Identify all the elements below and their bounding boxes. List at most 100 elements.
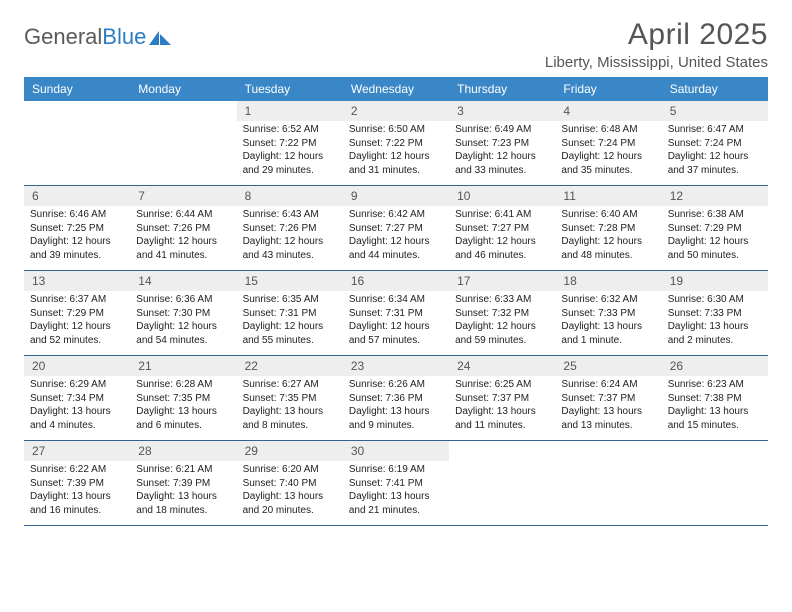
day-cell: 29Sunrise: 6:20 AMSunset: 7:40 PMDayligh… [237,441,343,525]
sunset-line: Sunset: 7:32 PM [455,307,549,321]
day-number: 4 [555,101,661,121]
day-cell: 14Sunrise: 6:36 AMSunset: 7:30 PMDayligh… [130,271,236,355]
daylight-line: Daylight: 12 hours and 43 minutes. [243,235,337,262]
sunset-line: Sunset: 7:31 PM [349,307,443,321]
daylight-line: Daylight: 13 hours and 8 minutes. [243,405,337,432]
sunset-line: Sunset: 7:27 PM [455,222,549,236]
day-info: Sunrise: 6:47 AMSunset: 7:24 PMDaylight:… [662,123,768,177]
day-number: 29 [237,441,343,461]
sunrise-line: Sunrise: 6:40 AM [561,208,655,222]
sunrise-line: Sunrise: 6:27 AM [243,378,337,392]
sunset-line: Sunset: 7:38 PM [668,392,762,406]
day-cell: 28Sunrise: 6:21 AMSunset: 7:39 PMDayligh… [130,441,236,525]
day-number: 15 [237,271,343,291]
sunrise-line: Sunrise: 6:32 AM [561,293,655,307]
sunset-line: Sunset: 7:36 PM [349,392,443,406]
day-cell: 19Sunrise: 6:30 AMSunset: 7:33 PMDayligh… [662,271,768,355]
sunrise-line: Sunrise: 6:34 AM [349,293,443,307]
week-row: 20Sunrise: 6:29 AMSunset: 7:34 PMDayligh… [24,356,768,441]
daylight-line: Daylight: 12 hours and 50 minutes. [668,235,762,262]
header: GeneralBlue April 2025 Liberty, Mississi… [24,18,768,71]
sunset-line: Sunset: 7:29 PM [30,307,124,321]
day-info: Sunrise: 6:32 AMSunset: 7:33 PMDaylight:… [555,293,661,347]
day-info: Sunrise: 6:52 AMSunset: 7:22 PMDaylight:… [237,123,343,177]
sunrise-line: Sunrise: 6:42 AM [349,208,443,222]
day-info: Sunrise: 6:38 AMSunset: 7:29 PMDaylight:… [662,208,768,262]
day-info: Sunrise: 6:30 AMSunset: 7:33 PMDaylight:… [662,293,768,347]
daylight-line: Daylight: 13 hours and 15 minutes. [668,405,762,432]
day-cell: 8Sunrise: 6:43 AMSunset: 7:26 PMDaylight… [237,186,343,270]
sunset-line: Sunset: 7:40 PM [243,477,337,491]
daylight-line: Daylight: 12 hours and 33 minutes. [455,150,549,177]
day-number: 8 [237,186,343,206]
logo-sail-icon [149,29,171,45]
day-cell: 7Sunrise: 6:44 AMSunset: 7:26 PMDaylight… [130,186,236,270]
day-number: 12 [662,186,768,206]
sunset-line: Sunset: 7:23 PM [455,137,549,151]
sunset-line: Sunset: 7:30 PM [136,307,230,321]
sunrise-line: Sunrise: 6:21 AM [136,463,230,477]
day-info: Sunrise: 6:36 AMSunset: 7:30 PMDaylight:… [130,293,236,347]
title-month: April 2025 [545,18,768,52]
sunrise-line: Sunrise: 6:23 AM [668,378,762,392]
sunset-line: Sunset: 7:29 PM [668,222,762,236]
day-cell: 4Sunrise: 6:48 AMSunset: 7:24 PMDaylight… [555,101,661,185]
day-info: Sunrise: 6:35 AMSunset: 7:31 PMDaylight:… [237,293,343,347]
sunrise-line: Sunrise: 6:48 AM [561,123,655,137]
day-cell: 10Sunrise: 6:41 AMSunset: 7:27 PMDayligh… [449,186,555,270]
sunrise-line: Sunrise: 6:30 AM [668,293,762,307]
daylight-line: Daylight: 13 hours and 21 minutes. [349,490,443,517]
day-number: 20 [24,356,130,376]
sunset-line: Sunset: 7:24 PM [561,137,655,151]
sunset-line: Sunset: 7:26 PM [136,222,230,236]
day-info: Sunrise: 6:29 AMSunset: 7:34 PMDaylight:… [24,378,130,432]
daylight-line: Daylight: 12 hours and 57 minutes. [349,320,443,347]
day-info: Sunrise: 6:42 AMSunset: 7:27 PMDaylight:… [343,208,449,262]
day-cell: 22Sunrise: 6:27 AMSunset: 7:35 PMDayligh… [237,356,343,440]
day-header-cell: Monday [130,77,236,101]
day-number: 9 [343,186,449,206]
day-cell: 5Sunrise: 6:47 AMSunset: 7:24 PMDaylight… [662,101,768,185]
daylight-line: Daylight: 13 hours and 2 minutes. [668,320,762,347]
sunset-line: Sunset: 7:25 PM [30,222,124,236]
sunrise-line: Sunrise: 6:19 AM [349,463,443,477]
sunset-line: Sunset: 7:37 PM [561,392,655,406]
day-cell: 2Sunrise: 6:50 AMSunset: 7:22 PMDaylight… [343,101,449,185]
day-cell: 15Sunrise: 6:35 AMSunset: 7:31 PMDayligh… [237,271,343,355]
title-location: Liberty, Mississippi, United States [545,54,768,71]
sunrise-line: Sunrise: 6:36 AM [136,293,230,307]
day-cell: 21Sunrise: 6:28 AMSunset: 7:35 PMDayligh… [130,356,236,440]
day-number: 7 [130,186,236,206]
day-cell [24,101,130,185]
day-number: 16 [343,271,449,291]
day-cell: 6Sunrise: 6:46 AMSunset: 7:25 PMDaylight… [24,186,130,270]
daylight-line: Daylight: 13 hours and 16 minutes. [30,490,124,517]
day-number: 17 [449,271,555,291]
day-info: Sunrise: 6:41 AMSunset: 7:27 PMDaylight:… [449,208,555,262]
day-info: Sunrise: 6:44 AMSunset: 7:26 PMDaylight:… [130,208,236,262]
sunrise-line: Sunrise: 6:44 AM [136,208,230,222]
day-number: 2 [343,101,449,121]
day-info: Sunrise: 6:27 AMSunset: 7:35 PMDaylight:… [237,378,343,432]
sunset-line: Sunset: 7:39 PM [136,477,230,491]
day-cell: 20Sunrise: 6:29 AMSunset: 7:34 PMDayligh… [24,356,130,440]
day-info: Sunrise: 6:24 AMSunset: 7:37 PMDaylight:… [555,378,661,432]
daylight-line: Daylight: 13 hours and 20 minutes. [243,490,337,517]
day-cell: 9Sunrise: 6:42 AMSunset: 7:27 PMDaylight… [343,186,449,270]
logo-text-general: General [24,24,102,50]
sunset-line: Sunset: 7:35 PM [136,392,230,406]
day-number: 22 [237,356,343,376]
daylight-line: Daylight: 12 hours and 37 minutes. [668,150,762,177]
daylight-line: Daylight: 12 hours and 54 minutes. [136,320,230,347]
sunrise-line: Sunrise: 6:52 AM [243,123,337,137]
day-number: 25 [555,356,661,376]
week-row: 1Sunrise: 6:52 AMSunset: 7:22 PMDaylight… [24,101,768,186]
day-cell [555,441,661,525]
sunset-line: Sunset: 7:31 PM [243,307,337,321]
daylight-line: Daylight: 12 hours and 39 minutes. [30,235,124,262]
sunset-line: Sunset: 7:39 PM [30,477,124,491]
day-number: 13 [24,271,130,291]
sunrise-line: Sunrise: 6:47 AM [668,123,762,137]
day-number: 30 [343,441,449,461]
day-cell: 13Sunrise: 6:37 AMSunset: 7:29 PMDayligh… [24,271,130,355]
